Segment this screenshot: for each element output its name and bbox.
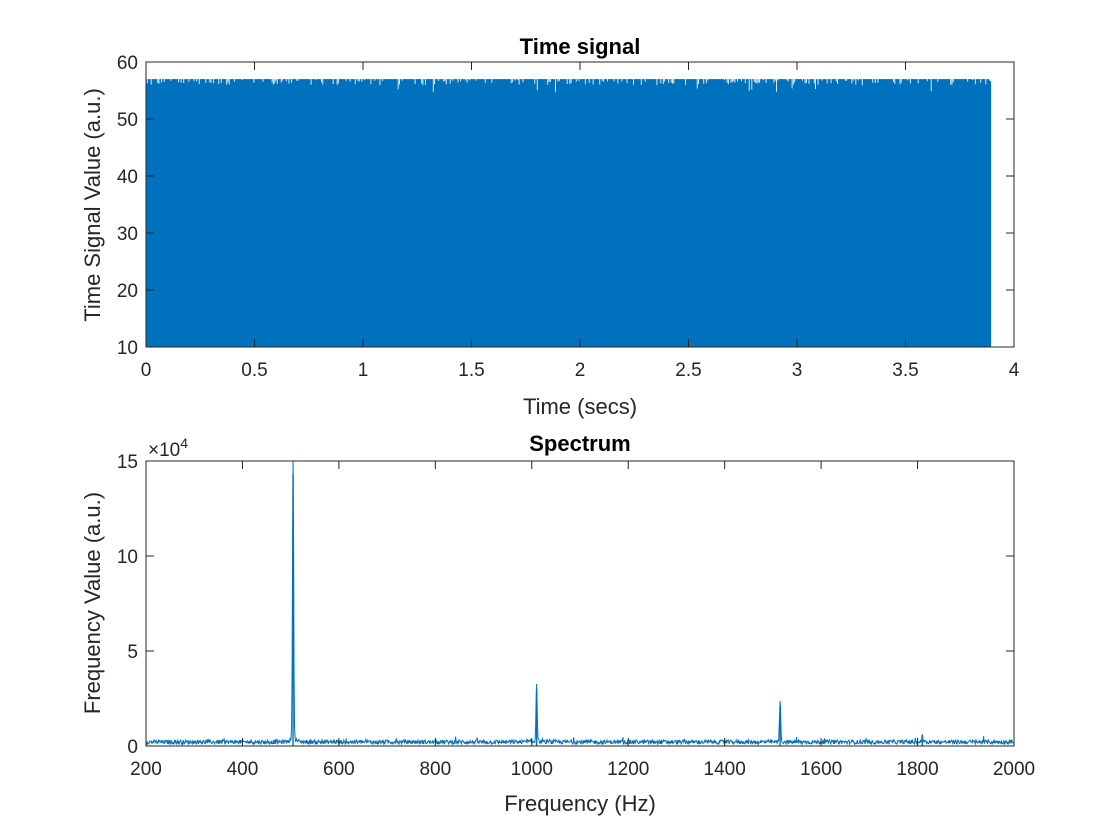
spectrum-x-tick-label: 800 — [419, 759, 451, 780]
time-signal-y-ticks: 10 20 30 40 50 60 — [117, 53, 1014, 359]
time-signal-title: Time signal — [520, 34, 641, 59]
time-signal-x-tick-label: 1.5 — [458, 360, 484, 381]
spectrum-x-ticks: 200 400 600 800 1000 1200 1400 1600 1800 2000 — [130, 461, 1035, 780]
time-signal-y-tick-label: 30 — [117, 224, 138, 245]
spectrum-title: Spectrum — [529, 431, 630, 456]
time-signal-y-tick-label: 60 — [117, 53, 138, 74]
spectrum-y-exponent-power: 4 — [180, 435, 188, 451]
spectrum-y-tick-label: 10 — [117, 547, 138, 568]
time-signal-x-tick-label: 2 — [575, 360, 586, 381]
time-signal-data — [146, 78, 992, 347]
spectrum-y-tick-label: 15 — [117, 452, 138, 473]
spectrum-y-ticks: 0 5 10 15 — [117, 452, 1014, 758]
spectrum-data — [145, 461, 1015, 746]
spectrum-y-tick-label: 5 — [127, 642, 138, 663]
time-signal-band — [146, 79, 991, 347]
spectrum-plot: Spectrum ×104 200 400 600 800 1000 1200 1400 16… — [80, 431, 1035, 816]
spectrum-y-exponent-base: ×10 — [148, 440, 180, 461]
time-signal-x-tick-label: 2.5 — [675, 360, 701, 381]
time-signal-plot: Time signal 0 0.5 1 1.5 2 2.5 3 3.5 4 10 20 30 40 50… — [80, 34, 1020, 419]
spectrum-x-tick-label: 200 — [130, 759, 162, 780]
spectrum-y-tick-label: 0 — [127, 737, 138, 758]
spectrum-y-label: Frequency Value (a.u.) — [80, 492, 105, 714]
spectrum-line — [145, 461, 1015, 746]
time-signal-x-tick-label: 0 — [141, 360, 152, 381]
time-signal-x-tick-label: 3.5 — [892, 360, 918, 381]
time-signal-y-tick-label: 10 — [117, 338, 138, 359]
spectrum-x-tick-label: 2000 — [993, 759, 1035, 780]
time-signal-y-tick-label: 40 — [117, 167, 138, 188]
time-signal-top-edge — [146, 78, 991, 93]
spectrum-x-tick-label: 1200 — [607, 759, 649, 780]
spectrum-x-tick-label: 1400 — [704, 759, 746, 780]
time-signal-y-tick-label: 20 — [117, 281, 138, 302]
time-signal-x-tick-label: 0.5 — [241, 360, 267, 381]
spectrum-x-tick-label: 600 — [323, 759, 355, 780]
spectrum-x-tick-label: 400 — [227, 759, 259, 780]
time-signal-x-tick-label: 1 — [358, 360, 369, 381]
spectrum-x-tick-label: 1800 — [896, 759, 938, 780]
time-signal-x-tick-label: 3 — [792, 360, 803, 381]
time-signal-x-label: Time (secs) — [523, 394, 637, 419]
spectrum-x-label: Frequency (Hz) — [504, 791, 656, 816]
time-signal-y-tick-label: 50 — [117, 110, 138, 131]
time-signal-x-ticks: 0 0.5 1 1.5 2 2.5 3 3.5 4 — [141, 62, 1020, 381]
spectrum-y-exponent: ×104 — [148, 435, 188, 461]
spectrum-x-tick-label: 1600 — [800, 759, 842, 780]
spectrum-axes-frame — [145, 460, 1015, 747]
time-signal-y-label: Time Signal Value (a.u.) — [80, 88, 105, 322]
spectrum-x-tick-label: 1000 — [511, 759, 553, 780]
time-signal-x-tick-label: 4 — [1009, 360, 1020, 381]
